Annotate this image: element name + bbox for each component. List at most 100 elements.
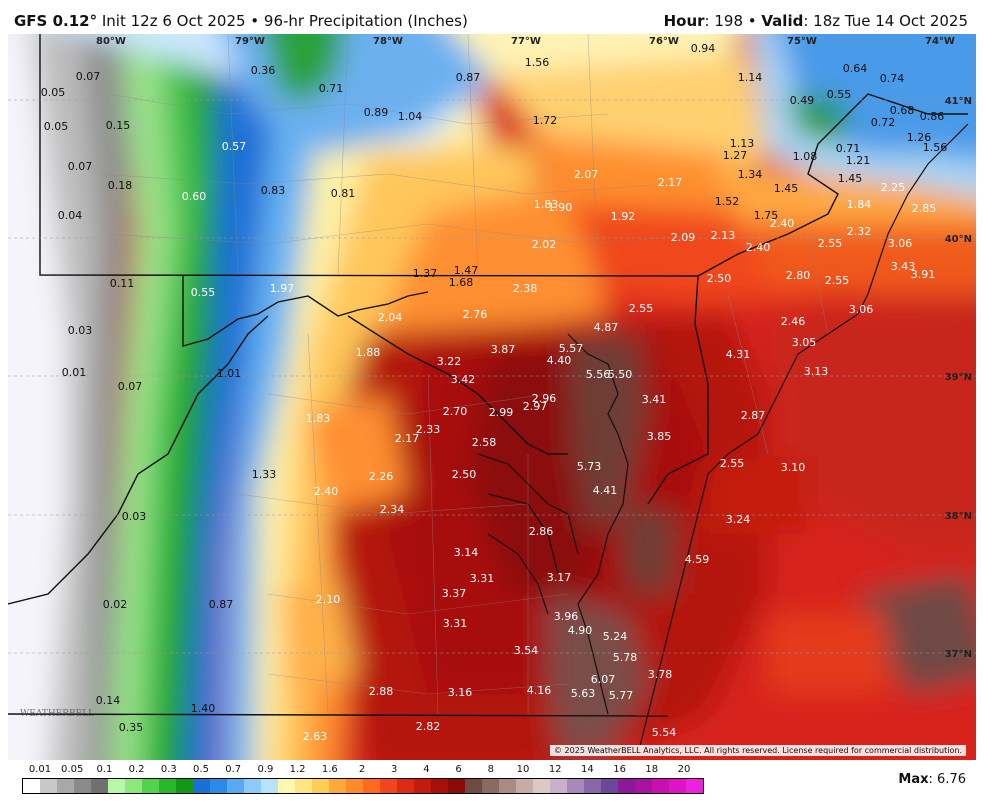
legend-swatch <box>91 779 108 793</box>
precip-value-label: 2.25 <box>881 181 906 194</box>
precip-value-label: 0.83 <box>261 184 286 197</box>
precip-value-label: 2.58 <box>472 436 497 449</box>
precip-value-label: 1.75 <box>754 209 779 222</box>
legend-swatch <box>57 779 74 793</box>
legend-tick-label: 0.01 <box>28 764 52 775</box>
precip-value-label: 2.17 <box>658 176 683 189</box>
maryland-wv-border <box>182 276 429 347</box>
legend-swatch <box>193 779 210 793</box>
degree-symbol: ° <box>89 12 98 30</box>
precip-value-label: 2.40 <box>746 241 771 254</box>
precip-value-label: 0.87 <box>209 598 234 611</box>
precip-value-label: 5.54 <box>652 726 677 739</box>
precip-value-label: 5.77 <box>609 689 634 702</box>
legend-tick-label: 3 <box>391 764 398 775</box>
latitude-label: 37°N <box>945 649 972 660</box>
precip-value-label: 2.82 <box>416 720 441 733</box>
nc-border <box>8 713 669 717</box>
precip-value-label: 3.14 <box>454 546 479 559</box>
valid-label: Valid <box>761 12 804 30</box>
precip-value-label: 1.21 <box>846 154 871 167</box>
precip-value-label: 2.55 <box>720 457 745 470</box>
precip-value-label: 2.07 <box>574 168 599 181</box>
legend-swatch <box>669 779 686 793</box>
header: GFS 0.12° Init 12z 6 Oct 2025 • 96-hr Pr… <box>0 0 984 34</box>
precip-values: 0.07 0.05 0.05 0.07 0.04 0.15 0.18 0.11 0.03 0.01… <box>41 42 948 743</box>
precip-value-label: 0.71 <box>319 82 344 95</box>
precip-value-label: 0.07 <box>68 160 93 173</box>
precip-value-label: 2.33 <box>416 423 441 436</box>
legend-tick-label: 1.6 <box>321 764 338 775</box>
precip-value-label: 4.87 <box>594 321 619 334</box>
precip-value-label: 5.50 <box>608 368 633 381</box>
precip-value-label: 0.35 <box>119 721 144 734</box>
precip-value-label: 5.56 <box>586 368 611 381</box>
legend-swatch <box>448 779 465 793</box>
precip-value-label: 1.47 <box>454 264 479 277</box>
valid-value: : 18z Tue 14 Oct 2025 <box>803 12 968 30</box>
latitude-label: 40°N <box>945 234 972 245</box>
precip-value-label: 0.72 <box>871 116 896 129</box>
precip-value-label: 2.46 <box>781 315 806 328</box>
precip-value-label: 2.55 <box>825 274 850 287</box>
precip-value-label: 2.55 <box>818 237 843 250</box>
virginia-wv-border <box>8 315 269 605</box>
precip-value-label: 4.90 <box>568 624 593 637</box>
precip-value-label: 5.73 <box>577 460 602 473</box>
precip-value-label: 2.70 <box>443 405 468 418</box>
legend-tick-label: 12 <box>548 764 562 775</box>
delaware-border <box>647 275 709 505</box>
precip-value-label: 0.55 <box>827 88 852 101</box>
precip-value-label: 5.63 <box>571 687 596 700</box>
potomac-border <box>347 315 568 455</box>
precip-value-label: 4.59 <box>685 553 710 566</box>
longitude-label: 76°W <box>649 36 679 47</box>
precip-value-label: 2.87 <box>741 409 766 422</box>
precip-value-label: 0.89 <box>364 106 389 119</box>
precip-value-label: 0.02 <box>103 598 128 611</box>
longitude-label: 77°W <box>511 36 541 47</box>
precip-value-label: 0.04 <box>58 209 83 222</box>
precip-value-label: 3.22 <box>437 355 462 368</box>
precip-value-label: 1.97 <box>270 282 295 295</box>
precip-value-label: 4.31 <box>726 348 751 361</box>
precip-value-label: 2.80 <box>786 269 811 282</box>
longitude-label: 75°W <box>787 36 817 47</box>
legend-swatch <box>295 779 312 793</box>
precip-value-label: 3.31 <box>443 617 468 630</box>
legend-tick-label: 8 <box>487 764 494 775</box>
hour-value: : 198 • <box>704 12 762 30</box>
legend-swatch <box>261 779 278 793</box>
precip-value-label: 2.50 <box>452 468 477 481</box>
precip-value-label: 1.13 <box>730 137 755 150</box>
legend-tick-label: 1.2 <box>289 764 306 775</box>
precip-value-label: 3.87 <box>491 343 516 356</box>
legend-swatch <box>431 779 448 793</box>
legend-swatch <box>482 779 499 793</box>
precip-value-label: 2.40 <box>770 217 795 230</box>
precip-value-label: 1.52 <box>715 195 740 208</box>
map-canvas: 80°W 79°W 78°W 77°W 76°W 75°W 74°W 41°N 40°N 39°N… <box>8 34 976 760</box>
precip-value-label: 1.56 <box>525 56 550 69</box>
precip-value-label: 1.68 <box>449 276 474 289</box>
precip-value-label: 0.14 <box>96 694 121 707</box>
graticule <box>8 99 976 654</box>
legend-swatch <box>499 779 516 793</box>
precip-value-label: 2.86 <box>529 525 554 538</box>
precip-value-label: 1.14 <box>738 71 763 84</box>
longitude-label: 78°W <box>373 36 403 47</box>
precip-value-label: 0.49 <box>790 94 815 107</box>
precip-value-label: 0.05 <box>44 120 69 133</box>
precip-value-label: 3.41 <box>642 393 667 406</box>
precip-value-label: 3.85 <box>647 430 672 443</box>
precip-value-label: 3.96 <box>554 610 579 623</box>
legend-swatch <box>23 779 40 793</box>
state-boundaries <box>8 34 968 717</box>
precip-value-label: 0.57 <box>222 140 247 153</box>
precip-value-label: 1.40 <box>191 702 216 715</box>
precip-value-label: 3.06 <box>849 303 874 316</box>
precip-value-label: 0.03 <box>68 324 93 337</box>
pennsylvania-border <box>39 34 699 277</box>
precip-value-label: 0.87 <box>456 71 481 84</box>
legend-swatch <box>601 779 618 793</box>
